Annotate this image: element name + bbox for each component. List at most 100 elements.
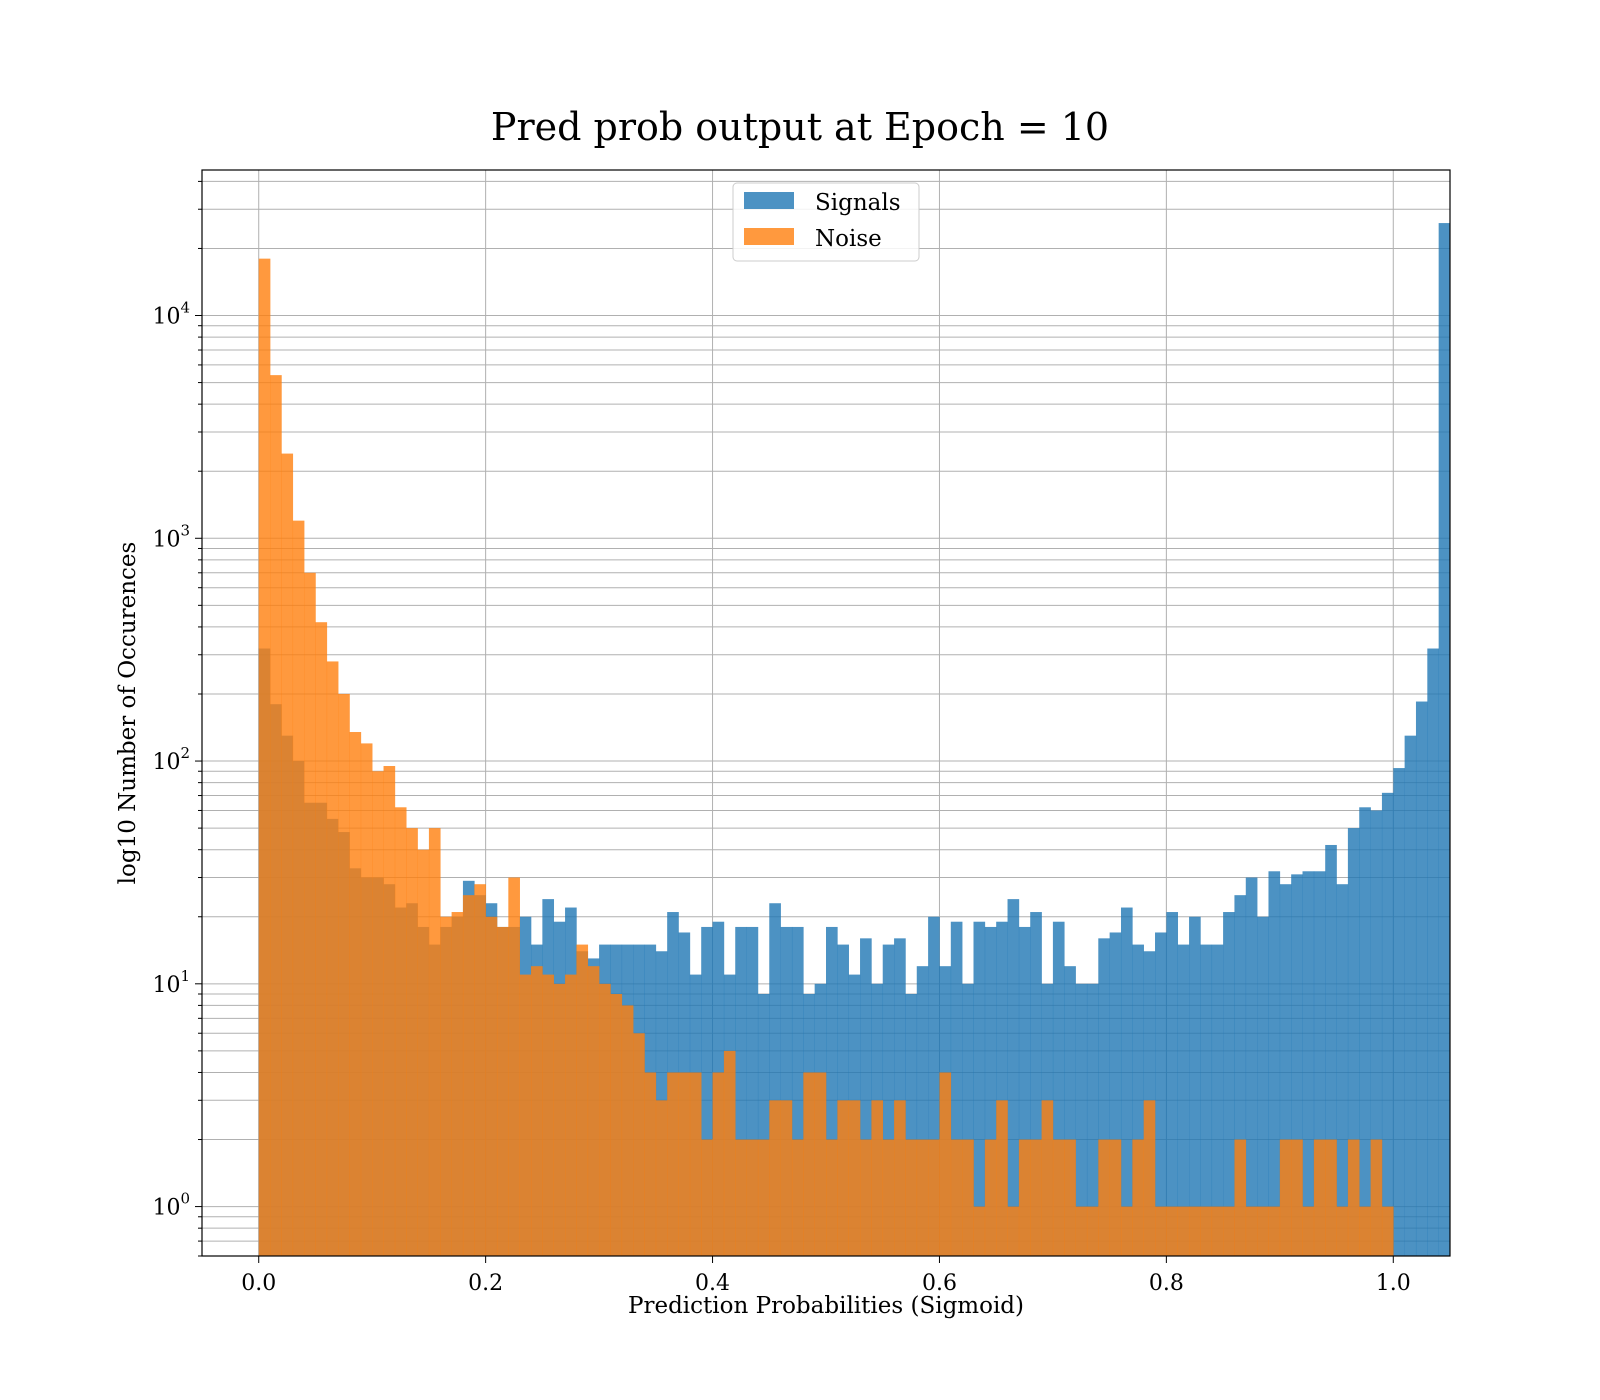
bar-noise: [791, 1139, 804, 1256]
bar-noise: [882, 1139, 895, 1256]
bar-noise: [916, 1139, 929, 1256]
bar-noise: [326, 661, 339, 1256]
bar-signals: [860, 938, 872, 1256]
bar-signals: [769, 903, 781, 1256]
x-tick-label: 0.0: [241, 1271, 276, 1296]
bar-signals: [1166, 912, 1179, 1256]
legend: Signals Noise: [732, 182, 920, 262]
bar-noise: [1120, 1206, 1133, 1256]
bar-signals: [916, 966, 929, 1256]
bar-noise: [814, 1072, 827, 1256]
bar-noise: [281, 453, 294, 1257]
bar-noise: [599, 983, 611, 1256]
bar-noise: [746, 1139, 759, 1256]
bar-noise: [394, 807, 407, 1256]
y-tick-exponent: 1: [180, 967, 190, 985]
bar-signals: [1325, 844, 1337, 1256]
bar-noise: [1166, 1206, 1179, 1256]
bar-noise: [655, 1100, 668, 1256]
bar-noise: [1189, 1206, 1201, 1256]
y-tick-base: 10: [152, 305, 180, 330]
bar-signals: [1234, 895, 1247, 1256]
bar-noise: [1018, 1139, 1031, 1256]
y-tick-base: 10: [152, 973, 180, 998]
bar-noise: [485, 916, 498, 1256]
bar-noise: [1234, 1139, 1247, 1256]
bar-signals: [1279, 884, 1292, 1256]
series-noise: [258, 258, 1394, 1257]
y-tick-exponent: 2: [180, 744, 190, 762]
bar-noise: [1336, 1206, 1349, 1256]
bar-noise: [1302, 1206, 1315, 1256]
x-tick-label: 0.4: [695, 1271, 730, 1296]
bar-noise: [837, 1100, 849, 1256]
bar-noise: [1109, 1139, 1122, 1256]
bar-signals: [950, 921, 963, 1256]
bar-noise: [1370, 1139, 1383, 1256]
bar-noise: [1325, 1139, 1337, 1256]
bar-noise: [1313, 1139, 1326, 1256]
bar-noise: [962, 1139, 974, 1256]
bar-signals: [1007, 899, 1020, 1256]
bar-signals: [1018, 926, 1031, 1256]
bar-noise: [984, 1139, 997, 1256]
bar-signals: [1291, 874, 1303, 1256]
bar-noise: [1064, 1139, 1076, 1256]
bar-noise: [667, 1072, 679, 1256]
bar-signals: [996, 921, 1008, 1256]
bar-noise: [1030, 1139, 1042, 1256]
bar-noise: [496, 926, 509, 1256]
bar-signals: [1223, 912, 1235, 1256]
bar-noise: [973, 1206, 986, 1256]
bar-signals: [1381, 792, 1394, 1256]
bar-noise: [304, 572, 316, 1256]
bar-noise: [678, 1072, 691, 1256]
bar-noise: [769, 1100, 781, 1256]
bar-signals: [701, 926, 713, 1256]
bar-noise: [950, 1139, 963, 1256]
bar-noise: [372, 771, 384, 1256]
bar-noise: [587, 966, 600, 1256]
bar-signals: [1268, 871, 1281, 1256]
bar-noise: [440, 916, 452, 1256]
bar-signals: [1052, 921, 1065, 1256]
bar-noise: [1359, 1206, 1371, 1256]
bar-noise: [996, 1100, 1008, 1256]
bar-signals: [882, 944, 895, 1256]
bar-signals: [1336, 884, 1349, 1256]
bar-noise: [1347, 1139, 1360, 1256]
y-tick-label: 102: [152, 744, 190, 775]
bar-noise: [621, 1005, 634, 1256]
bar-noise: [1075, 1206, 1088, 1256]
bar-noise: [633, 1033, 645, 1256]
bar-noise: [1223, 1206, 1235, 1256]
bar-signals: [1098, 938, 1110, 1256]
bar-signals: [1189, 916, 1201, 1256]
bar-noise: [270, 375, 282, 1256]
bar-signals: [791, 926, 804, 1256]
x-tick-label: 1.0: [1376, 1271, 1411, 1296]
bar-signals: [735, 926, 747, 1256]
bar-noise: [928, 1139, 940, 1256]
bar-noise: [1257, 1206, 1269, 1256]
bar-signals: [1370, 810, 1383, 1256]
bar-signals: [1200, 944, 1213, 1256]
bar-noise: [565, 974, 577, 1256]
bar-noise: [1200, 1206, 1213, 1256]
bar-noise: [1268, 1206, 1281, 1256]
bar-signals: [1257, 916, 1269, 1256]
bar-noise: [1211, 1206, 1224, 1256]
bar-noise: [1052, 1139, 1065, 1256]
x-tick-label: 0.8: [1149, 1271, 1184, 1296]
bar-noise: [542, 974, 555, 1256]
y-tick-label: 104: [152, 299, 190, 330]
bar-noise: [553, 983, 566, 1256]
bar-signals: [928, 916, 940, 1256]
bar-signals: [973, 921, 986, 1256]
bar-noise: [474, 884, 486, 1256]
bar-noise: [689, 1072, 702, 1256]
bar-noise: [519, 974, 532, 1256]
bar-signals: [1064, 966, 1076, 1256]
bar-noise: [1132, 1139, 1144, 1256]
